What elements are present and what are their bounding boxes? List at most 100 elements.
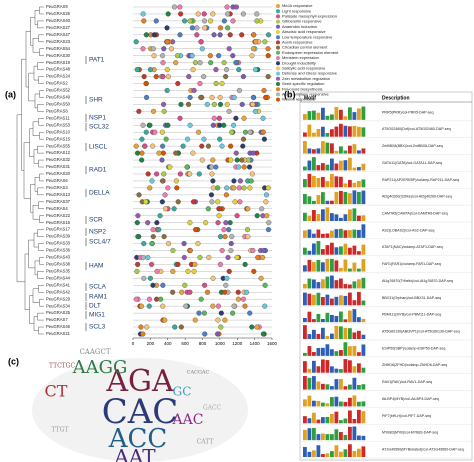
cloud-word: ACC (108, 424, 168, 454)
cis-element (199, 143, 205, 149)
cis-element (265, 74, 271, 80)
motif-logo-letter (357, 448, 361, 457)
legend-label: Defense and stress responsive (282, 71, 338, 76)
cis-element (241, 185, 247, 191)
cis-element (258, 275, 264, 281)
motif-logo-letter (357, 317, 361, 323)
motif-logo-letter (339, 268, 343, 272)
motif-logo-letter (325, 403, 330, 407)
cis-element (199, 157, 205, 163)
legend-label: MeJA responsive (282, 3, 313, 8)
motif-logo-letter (357, 363, 361, 373)
motif-description: At2g40260(G2like)/col-At2g40260-DAP-seq (382, 195, 452, 199)
motif-logo-letter (312, 376, 316, 390)
cis-element (231, 303, 237, 309)
cis-element (230, 310, 236, 316)
cis-element (208, 192, 215, 198)
cis-element (260, 254, 266, 261)
motif-logo-letter (334, 247, 339, 255)
gene-label: PeuGRAS3 (46, 185, 68, 190)
motif-logo-letter (357, 385, 361, 390)
gene-label: PeuGRAS17 (46, 227, 71, 232)
legend-label: Auxin responsive (282, 39, 313, 44)
motif-logo-letter (343, 434, 348, 441)
cis-element (141, 74, 147, 80)
cis-element (136, 234, 142, 240)
cis-element (181, 241, 187, 247)
cis-element (242, 261, 248, 267)
motif-logo-letter (343, 449, 348, 457)
x-tick-label: 0 (132, 341, 135, 346)
gene-label: PeuGRAS23 (46, 39, 71, 44)
motif-logo-letter (343, 284, 348, 289)
motif-logo-letter (325, 344, 330, 356)
cis-element (177, 32, 183, 38)
cis-element (190, 199, 197, 205)
gene-label: PeuGRAS7 (46, 317, 68, 322)
x-tick-label: 1000 (215, 341, 226, 346)
cis-element (224, 67, 230, 73)
motif-logo-letter (330, 386, 334, 390)
cis-element (134, 150, 141, 156)
motif-logo-letter (334, 192, 339, 205)
gene-label: PeuGRAS27 (46, 25, 71, 30)
cis-element (213, 67, 219, 73)
motif-logo-letter (330, 434, 334, 441)
cis-element (201, 74, 207, 80)
gene-label: PeuGRAS13 (46, 192, 71, 197)
legend-swatch (276, 71, 280, 76)
cis-element (237, 199, 243, 205)
motif-logo-letter (348, 126, 352, 137)
cis-element (228, 143, 234, 149)
gene-label: PeuGRAS37 (46, 199, 71, 204)
cis-element (141, 241, 147, 247)
cis-element (218, 324, 224, 330)
cis-element (201, 310, 207, 316)
cis-element (208, 18, 214, 24)
cis-element (164, 67, 170, 73)
motif-logo-letter (312, 360, 316, 373)
motif-logo-letter (348, 328, 352, 339)
cis-element (217, 261, 223, 267)
cis-element (194, 25, 200, 31)
motif-logo-letter (325, 335, 330, 339)
gene-label: PeuGRAS8 (46, 108, 68, 113)
motif-description: ESIP50(SBP)/colamp-ESIP50-DAP-seq (382, 346, 445, 350)
motif-logo-letter (357, 268, 361, 272)
motif-logo-letter (348, 145, 352, 154)
cis-element (191, 87, 197, 94)
motif-logo-letter (361, 148, 366, 154)
gene-label: PeuGRAS48 (46, 67, 71, 72)
cis-element (250, 46, 257, 52)
cis-element (182, 282, 188, 288)
cis-element (157, 213, 163, 219)
cis-element (227, 32, 233, 38)
subfamily-label: PAT1 (89, 57, 105, 64)
cis-element (134, 220, 140, 226)
cis-element (217, 136, 223, 142)
motif-description: PIF7(bHLH)/col-PIF7-DAP-seq (382, 414, 431, 418)
motif-logo-letter (339, 369, 343, 373)
motif-logo-letter (307, 451, 312, 457)
cis-element (193, 227, 199, 233)
cis-element (143, 80, 149, 87)
motif-logo-letter (361, 277, 366, 289)
motif-logo-letter (357, 401, 361, 407)
motif-logo-letter (330, 174, 334, 188)
cis-element (187, 171, 193, 177)
cis-element (252, 108, 258, 114)
gene-label: PeuGRAS55 (46, 143, 71, 148)
cis-element (254, 324, 260, 330)
legend-swatch (276, 76, 280, 81)
motif-logo-letter (321, 262, 325, 272)
cis-element (165, 185, 171, 191)
motif-logo-letter (303, 179, 307, 188)
motif-logo-letter (316, 419, 321, 424)
motif-logo-letter (303, 352, 307, 356)
subfamily-label: SCL4/7 (89, 239, 111, 246)
cloud-word: TTCTGC (49, 363, 76, 370)
motif-logo-letter (316, 229, 321, 238)
motif-logo-letter (352, 125, 357, 137)
motif-description: RAP211(AP2EREBP)/colamp-RAP211-DAP-seq (382, 178, 459, 182)
subfamily-label: SCLA (89, 284, 107, 291)
